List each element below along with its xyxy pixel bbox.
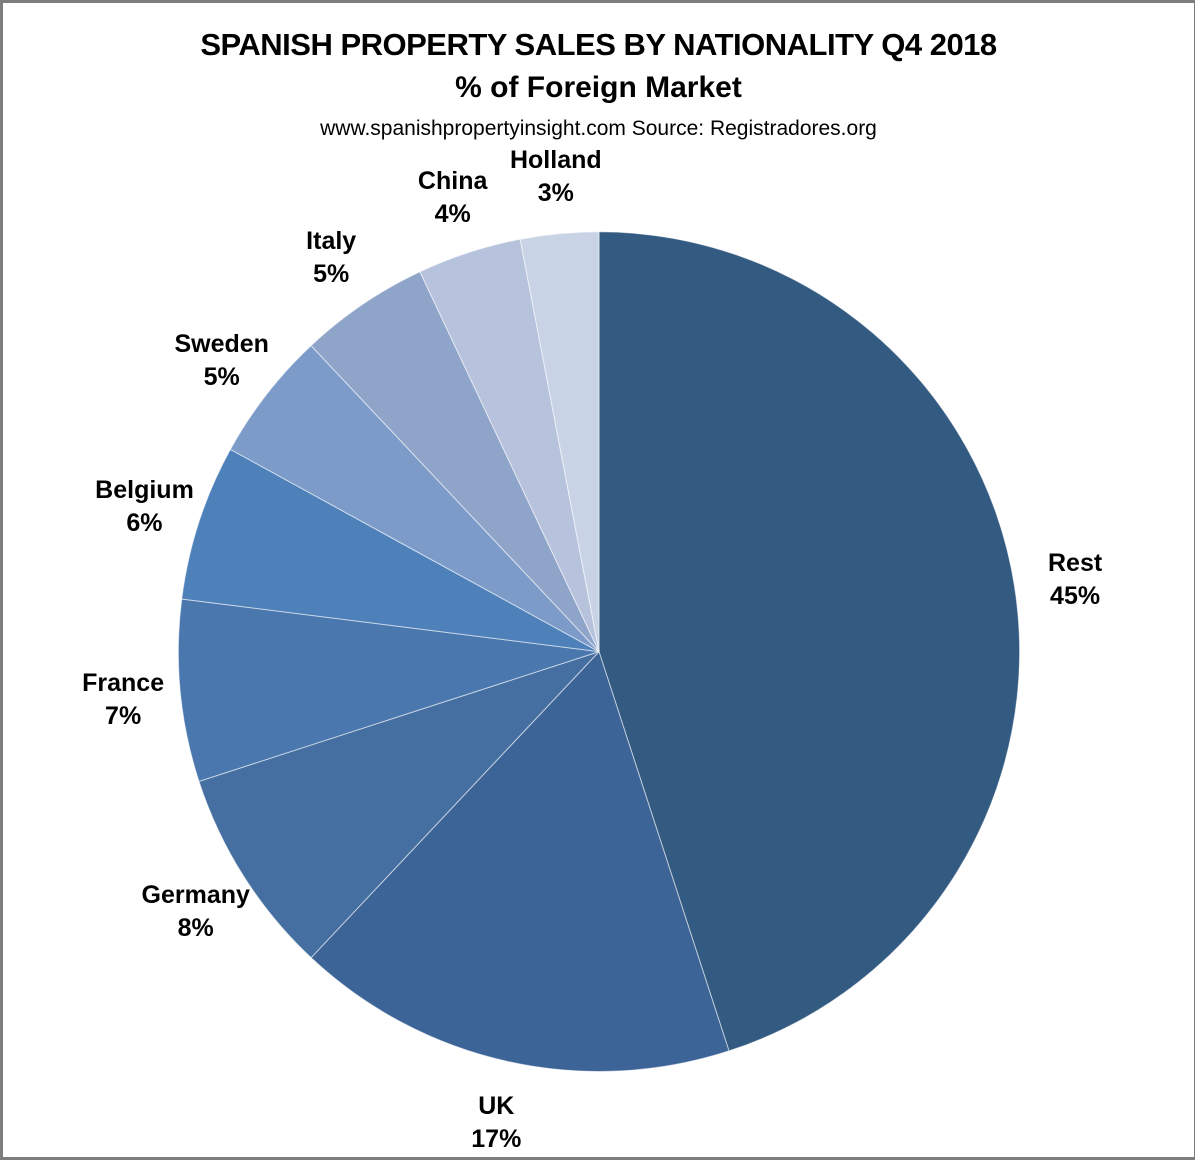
slice-label-name: Rest: [1047, 548, 1103, 577]
slice-label-italy: Italy 5%: [306, 225, 356, 291]
slice-label-pct: 6%: [126, 508, 163, 537]
pie-slice-holland: [519, 231, 600, 652]
slice-label-france: France 7%: [82, 667, 164, 733]
slice-label-pct: 5%: [313, 260, 350, 288]
slice-label-pct: 5%: [203, 362, 240, 391]
slice-label-pct: 17%: [471, 1125, 522, 1154]
slice-label-name: France: [82, 669, 165, 698]
chart-title: SPANISH PROPERTY SALES BY NATIONALITY Q4…: [200, 27, 997, 62]
slice-label-china: China 4%: [418, 165, 487, 231]
pie-slice-france: [177, 598, 600, 782]
slice-label-name: UK: [478, 1092, 515, 1121]
slice-label-rest: Rest 45%: [1048, 547, 1102, 613]
slice-label-name: Sweden: [174, 329, 269, 358]
slice-label-pct: 3%: [537, 179, 574, 208]
slice-label-pct: 45%: [1050, 581, 1101, 610]
slice-label-pct: 4%: [434, 200, 471, 229]
slice-label-pct: 7%: [105, 702, 142, 731]
pie-svg: [177, 231, 1021, 1072]
slice-label-name: Holland: [509, 146, 602, 175]
chart-source: www.spanishpropertyinsight.com Source: R…: [320, 117, 877, 140]
pie-chart: Rest 45% UK 17% Germany 8% France 7% Belgium 6% Sw…: [3, 3, 1194, 1157]
slice-label-holland: Holland 3%: [510, 144, 602, 210]
slice-label-name: Germany: [141, 881, 250, 910]
slice-label-name: Italy: [306, 227, 357, 255]
slice-label-name: China: [417, 167, 488, 196]
slice-label-name: Belgium: [95, 475, 194, 504]
slice-label-uk: UK 17%: [471, 1090, 521, 1156]
pie-slice-uk: [310, 650, 730, 1072]
chart-header: SPANISH PROPERTY SALES BY NATIONALITY Q4…: [3, 3, 1194, 141]
pie-slice-rest: [598, 231, 1021, 1052]
chart-subtitle: % of Foreign Market: [455, 71, 742, 104]
slice-label-sweden: Sweden 5%: [174, 328, 268, 394]
slice-label-pct: 8%: [177, 914, 214, 943]
pie-slice-germany: [198, 651, 600, 959]
slice-label-germany: Germany 8%: [142, 879, 250, 945]
slice-label-belgium: Belgium 6%: [95, 474, 194, 540]
pie-slice-belgium: [181, 448, 600, 653]
